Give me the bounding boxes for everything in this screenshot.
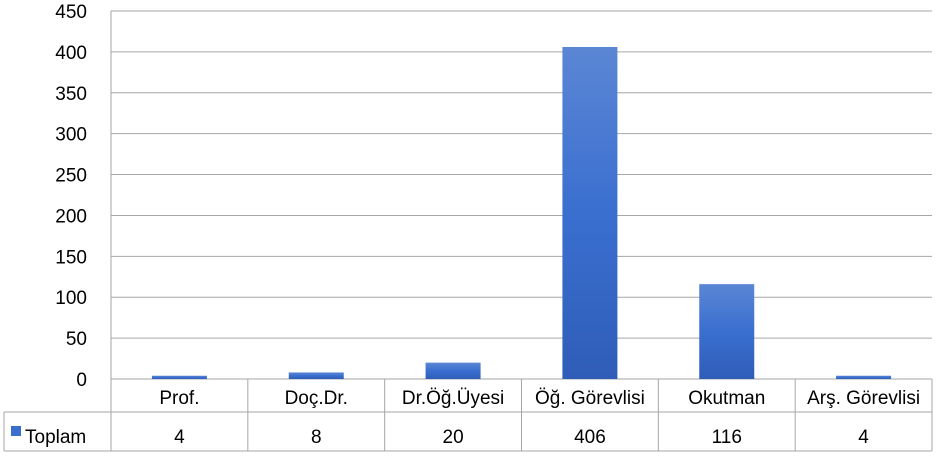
data-label: 4	[174, 427, 185, 448]
data-label: 20	[443, 427, 464, 448]
data-label: 8	[311, 427, 322, 448]
data-label: 4	[858, 427, 869, 448]
category-label: Doç.Dr.	[285, 388, 348, 409]
y-axis-tick-labels: 0 50 100 150 200 250 300 350 400 450	[55, 2, 87, 391]
bar	[562, 46, 618, 379]
category-label: Dr.Öğ.Üyesi	[402, 388, 504, 409]
y-tick-label: 450	[55, 2, 87, 23]
bar	[151, 375, 207, 379]
y-tick-label: 200	[55, 206, 87, 227]
y-tick-label: 300	[55, 125, 87, 146]
y-tick-label: 100	[55, 288, 87, 309]
series-name: Toplam	[25, 427, 86, 448]
category-label: Arş. Görevlisi	[807, 388, 920, 409]
bars	[151, 46, 892, 379]
legend-key	[11, 426, 21, 436]
category-label: Prof.	[159, 388, 199, 409]
y-tick-label: 50	[66, 329, 87, 350]
category-label: Öğ. Görevlisi	[535, 388, 645, 409]
y-tick-label: 150	[55, 247, 87, 268]
category-label: Okutman	[688, 388, 765, 409]
bar	[699, 284, 755, 379]
y-tick-label: 400	[55, 43, 87, 64]
y-tick-label: 250	[55, 166, 87, 187]
gridlines	[110, 10, 932, 380]
y-tick-label: 0	[76, 370, 87, 391]
y-tick-label: 350	[55, 84, 87, 105]
data-table: Prof. Doç.Dr. Dr.Öğ.Üyesi Öğ. Görevlisi Okut…	[3, 379, 933, 452]
bar	[425, 362, 481, 379]
data-label: 116	[712, 427, 742, 448]
bar	[836, 375, 892, 379]
bar	[288, 372, 344, 379]
data-label: 406	[574, 427, 606, 448]
